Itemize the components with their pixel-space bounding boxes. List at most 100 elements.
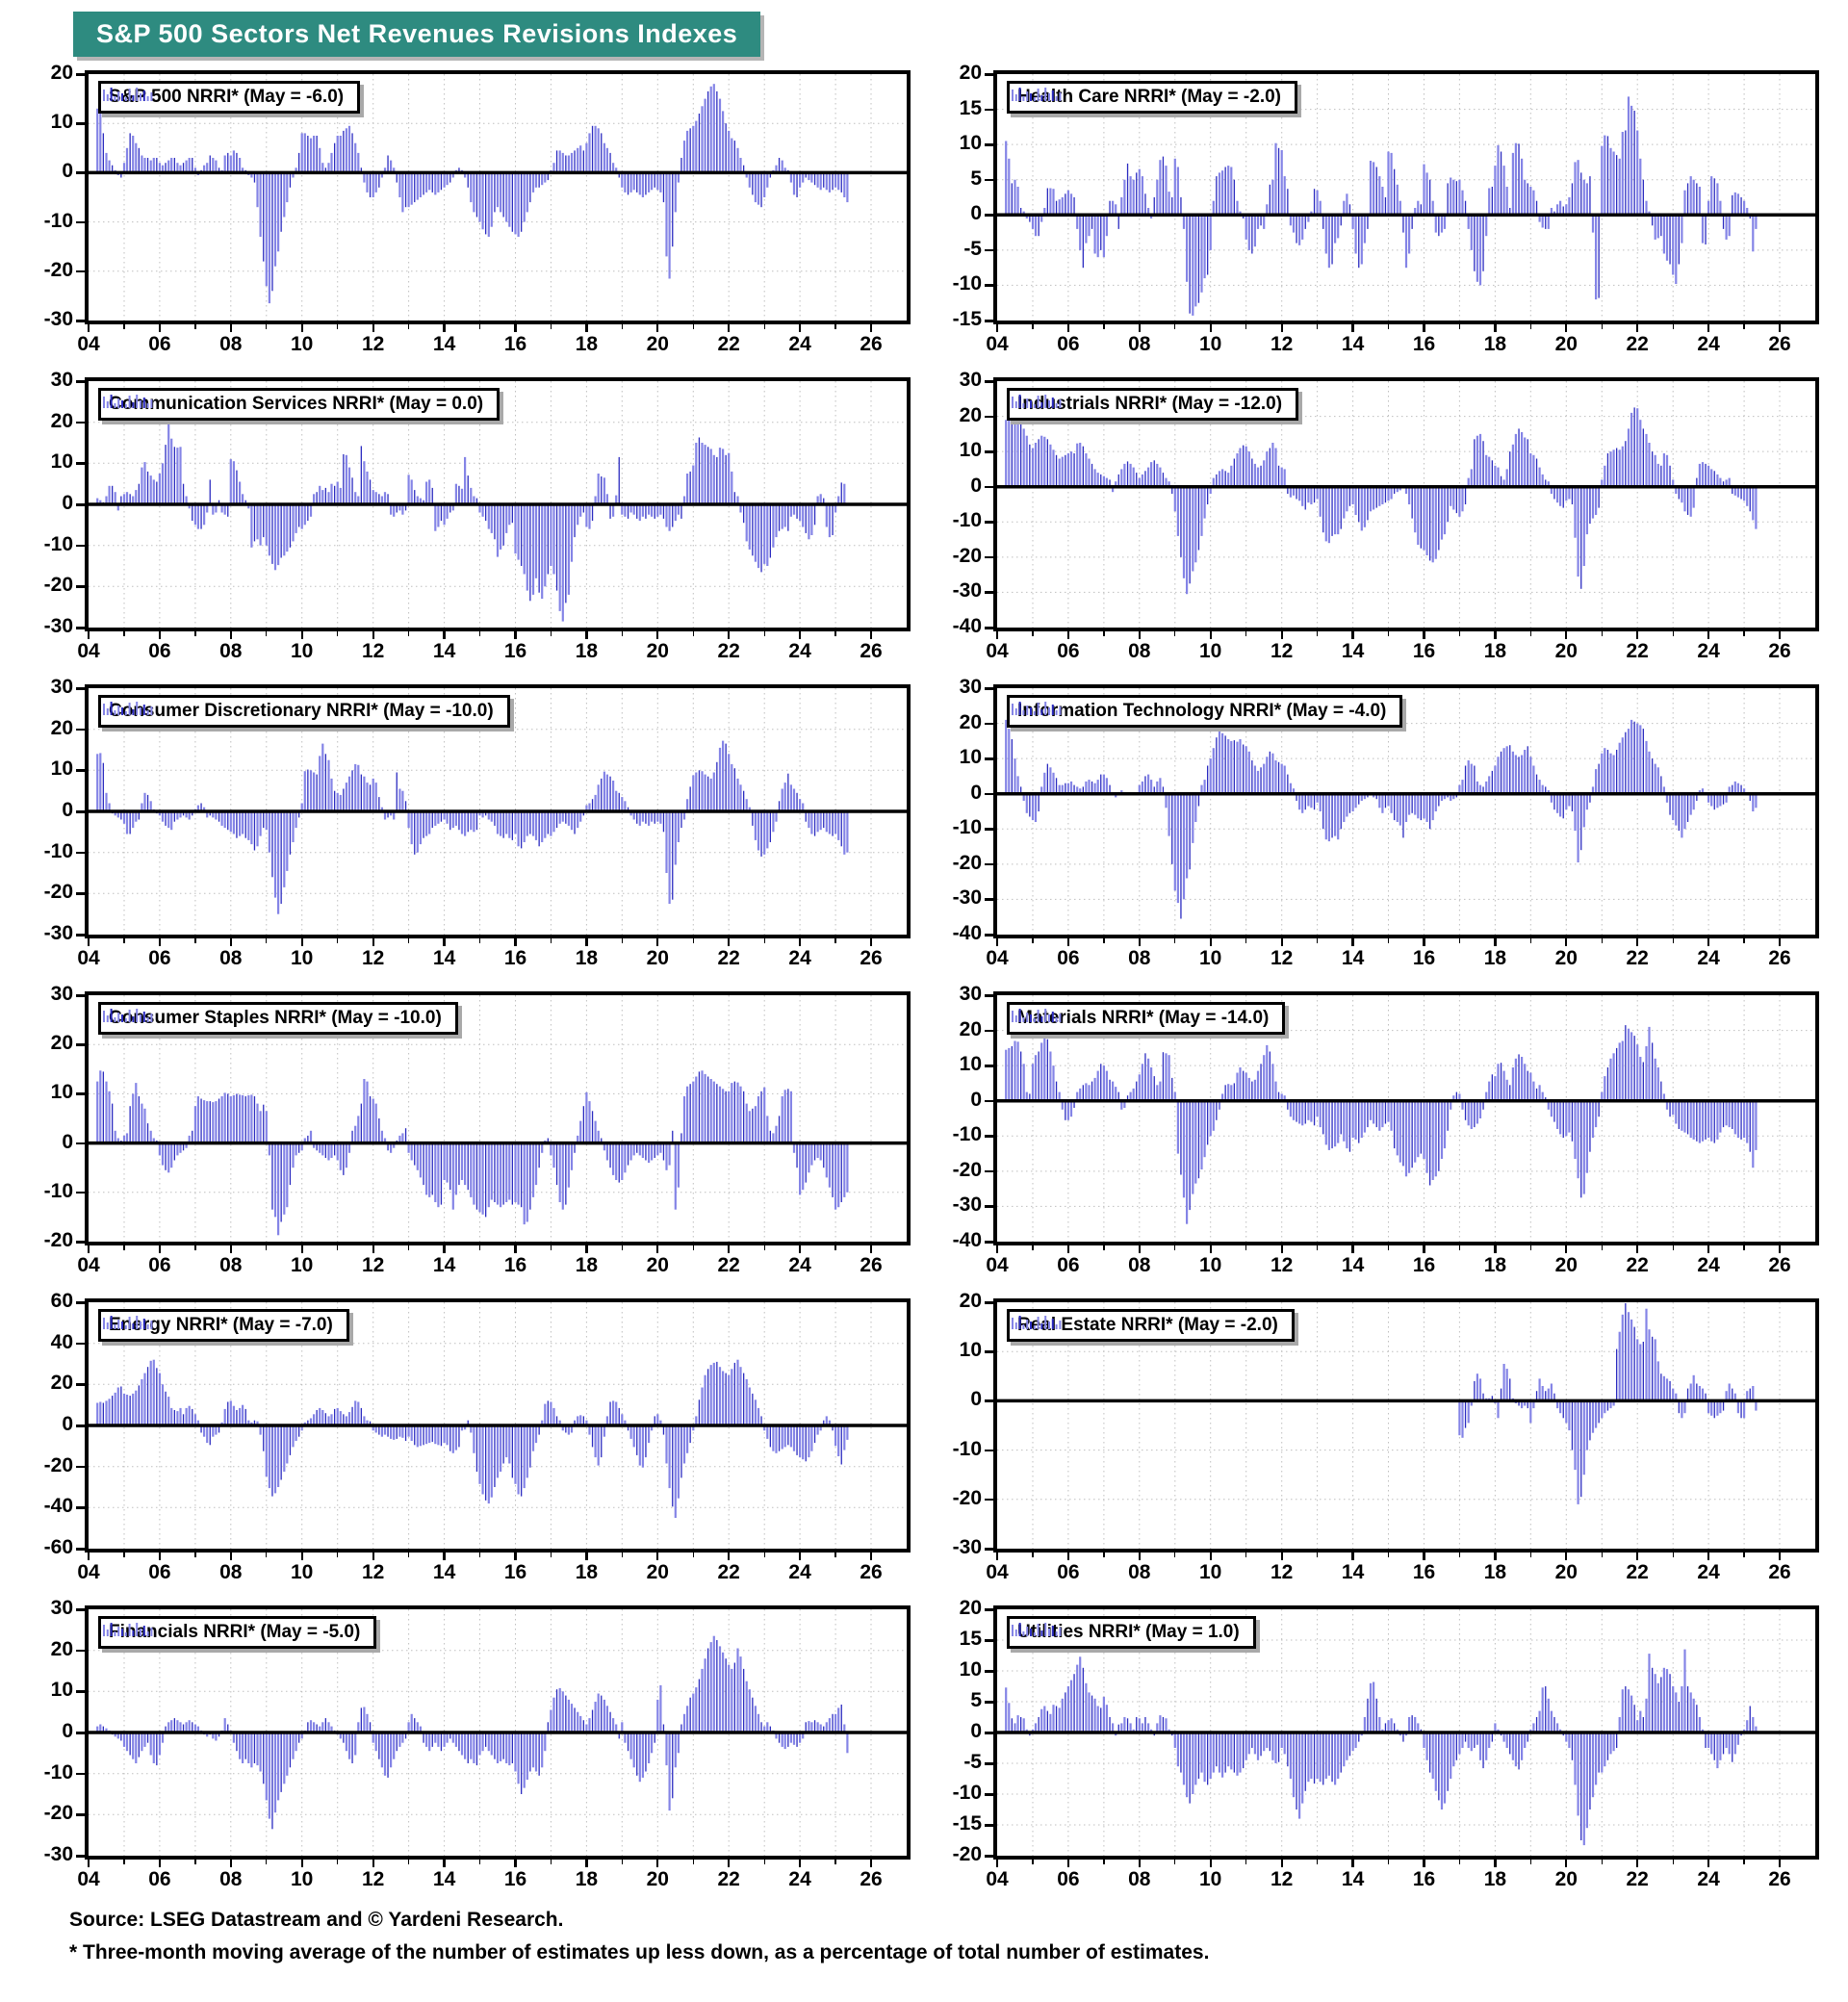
bar-series-icon bbox=[103, 395, 153, 408]
x-axis-tick bbox=[1066, 1860, 1070, 1867]
x-axis-label: 12 bbox=[1270, 947, 1294, 969]
x-axis-label: 16 bbox=[503, 1561, 527, 1583]
y-axis-label: 5 bbox=[970, 1689, 982, 1711]
x-axis-label: 20 bbox=[646, 1561, 669, 1583]
y-axis-tick bbox=[76, 1649, 85, 1653]
chart-industrials: Industrials NRRI* (May = -12.0) -40 -30 -20… bbox=[939, 369, 1819, 662]
x-axis-tick bbox=[87, 631, 90, 639]
x-axis-label: 06 bbox=[148, 1561, 171, 1583]
y-axis-label: -20 bbox=[952, 1486, 982, 1509]
plot-area: Utilities NRRI* (May = 1.0) bbox=[993, 1605, 1819, 1860]
x-axis-tick bbox=[1494, 1553, 1497, 1560]
x-axis-tick bbox=[158, 938, 162, 946]
y-axis-tick bbox=[985, 284, 993, 287]
x-axis-tick bbox=[1778, 1860, 1782, 1867]
x-axis-minor-tick bbox=[621, 1860, 623, 1864]
y-axis-label: -20 bbox=[952, 851, 982, 874]
y-axis-tick bbox=[76, 1465, 85, 1469]
x-axis-tick bbox=[1351, 324, 1354, 332]
y-axis-label: 5 bbox=[970, 167, 982, 190]
y-axis-label: 20 bbox=[959, 1597, 982, 1619]
x-axis-label: 16 bbox=[503, 947, 527, 969]
x-axis-minor-tick bbox=[763, 1860, 765, 1864]
y-axis-tick bbox=[76, 1092, 85, 1095]
x-axis-tick bbox=[995, 1245, 999, 1253]
x-axis-tick bbox=[1778, 324, 1782, 332]
bar-series-icon bbox=[1012, 1009, 1062, 1022]
x-axis-tick bbox=[300, 324, 303, 332]
x-axis-minor-tick bbox=[1458, 324, 1461, 329]
x-axis-tick bbox=[1280, 631, 1283, 639]
bar-series bbox=[89, 1609, 907, 1856]
x-axis-label: 26 bbox=[860, 1254, 883, 1276]
x-axis-minor-tick bbox=[478, 1245, 481, 1250]
x-axis-tick bbox=[1138, 938, 1141, 946]
x-axis-minor-tick bbox=[337, 1553, 339, 1557]
x-axis-minor-tick bbox=[1316, 1553, 1319, 1557]
x-axis-label: 06 bbox=[148, 1254, 171, 1276]
x-axis-label: 12 bbox=[362, 1561, 385, 1583]
y-axis-tick bbox=[76, 1855, 85, 1858]
x-axis-minor-tick bbox=[1743, 1245, 1745, 1250]
y-axis-label: -10 bbox=[43, 1179, 73, 1202]
chart-legend-label: Information Technology NRRI* (May = -4.0… bbox=[1017, 701, 1387, 721]
x-axis-minor-tick bbox=[763, 631, 765, 636]
x-axis-tick bbox=[1209, 324, 1212, 332]
y-axis-tick bbox=[76, 769, 85, 772]
x-axis-label: 06 bbox=[1057, 1561, 1080, 1583]
x-axis-minor-tick bbox=[1458, 1860, 1461, 1864]
x-axis-tick bbox=[1066, 1245, 1070, 1253]
x-axis-minor-tick bbox=[1387, 1245, 1390, 1250]
x-axis-label: 14 bbox=[1341, 1254, 1365, 1276]
x-axis-tick bbox=[372, 324, 374, 332]
y-axis-tick bbox=[985, 934, 993, 937]
x-axis-minor-tick bbox=[266, 1860, 268, 1864]
x-axis-tick bbox=[443, 938, 446, 946]
x-axis-label: 18 bbox=[1483, 1254, 1507, 1276]
x-axis-minor-tick bbox=[1601, 324, 1603, 329]
x-axis-label: 16 bbox=[1412, 333, 1436, 355]
y-axis-tick bbox=[985, 1241, 993, 1244]
x-axis-minor-tick bbox=[1743, 324, 1745, 329]
x-axis-minor-tick bbox=[1529, 938, 1531, 943]
x-axis-tick bbox=[229, 324, 232, 332]
x-axis-minor-tick bbox=[123, 1553, 125, 1557]
plot-area: Materials NRRI* (May = -14.0) bbox=[993, 991, 1819, 1245]
chart-legend: Communication Services NRRI* (May = 0.0) bbox=[98, 388, 500, 421]
x-axis-label: 26 bbox=[1768, 947, 1791, 969]
y-axis-label: -20 bbox=[43, 1453, 73, 1476]
chart-legend-label: Energy NRRI* (May = -7.0) bbox=[109, 1315, 333, 1335]
chart-legend-label: Materials NRRI* (May = -14.0) bbox=[1017, 1008, 1270, 1028]
x-axis-label: 10 bbox=[291, 640, 314, 662]
x-axis-label: 10 bbox=[1199, 640, 1222, 662]
x-axis-tick bbox=[87, 1860, 90, 1867]
chart-legend: Consumer Staples NRRI* (May = -10.0) bbox=[98, 1002, 458, 1035]
bar-series bbox=[89, 74, 907, 321]
x-axis-tick bbox=[1209, 938, 1212, 946]
chart-legend: Industrials NRRI* (May = -12.0) bbox=[1007, 388, 1299, 421]
x-axis-label: 20 bbox=[1554, 1561, 1578, 1583]
x-axis-minor-tick bbox=[194, 324, 196, 329]
x-axis-minor-tick bbox=[266, 938, 268, 943]
x-axis-minor-tick bbox=[266, 1245, 268, 1250]
y-axis-label: -15 bbox=[952, 308, 982, 330]
x-axis-minor-tick bbox=[1458, 938, 1461, 943]
x-axis-tick bbox=[1636, 1553, 1639, 1560]
x-axis-tick bbox=[372, 1860, 374, 1867]
x-axis-label: 04 bbox=[77, 1254, 100, 1276]
x-axis-label: 04 bbox=[986, 947, 1009, 969]
x-axis-minor-tick bbox=[1743, 1860, 1745, 1864]
x-axis-label: 24 bbox=[1697, 1561, 1720, 1583]
plot-area: Real Estate NRRI* (May = -2.0) bbox=[993, 1298, 1819, 1553]
x-axis-label: 18 bbox=[1483, 947, 1507, 969]
y-axis-label: -30 bbox=[43, 922, 73, 944]
bar-series bbox=[997, 1609, 1815, 1856]
x-axis-label: 08 bbox=[219, 333, 243, 355]
bar-series bbox=[997, 1302, 1815, 1549]
x-axis-label: 22 bbox=[717, 333, 740, 355]
x-axis-minor-tick bbox=[1103, 1553, 1105, 1557]
y-axis-label: 30 bbox=[959, 369, 982, 391]
x-axis-minor-tick bbox=[1174, 1860, 1176, 1864]
x-axis-tick bbox=[1138, 324, 1141, 332]
x-axis-minor-tick bbox=[621, 324, 623, 329]
